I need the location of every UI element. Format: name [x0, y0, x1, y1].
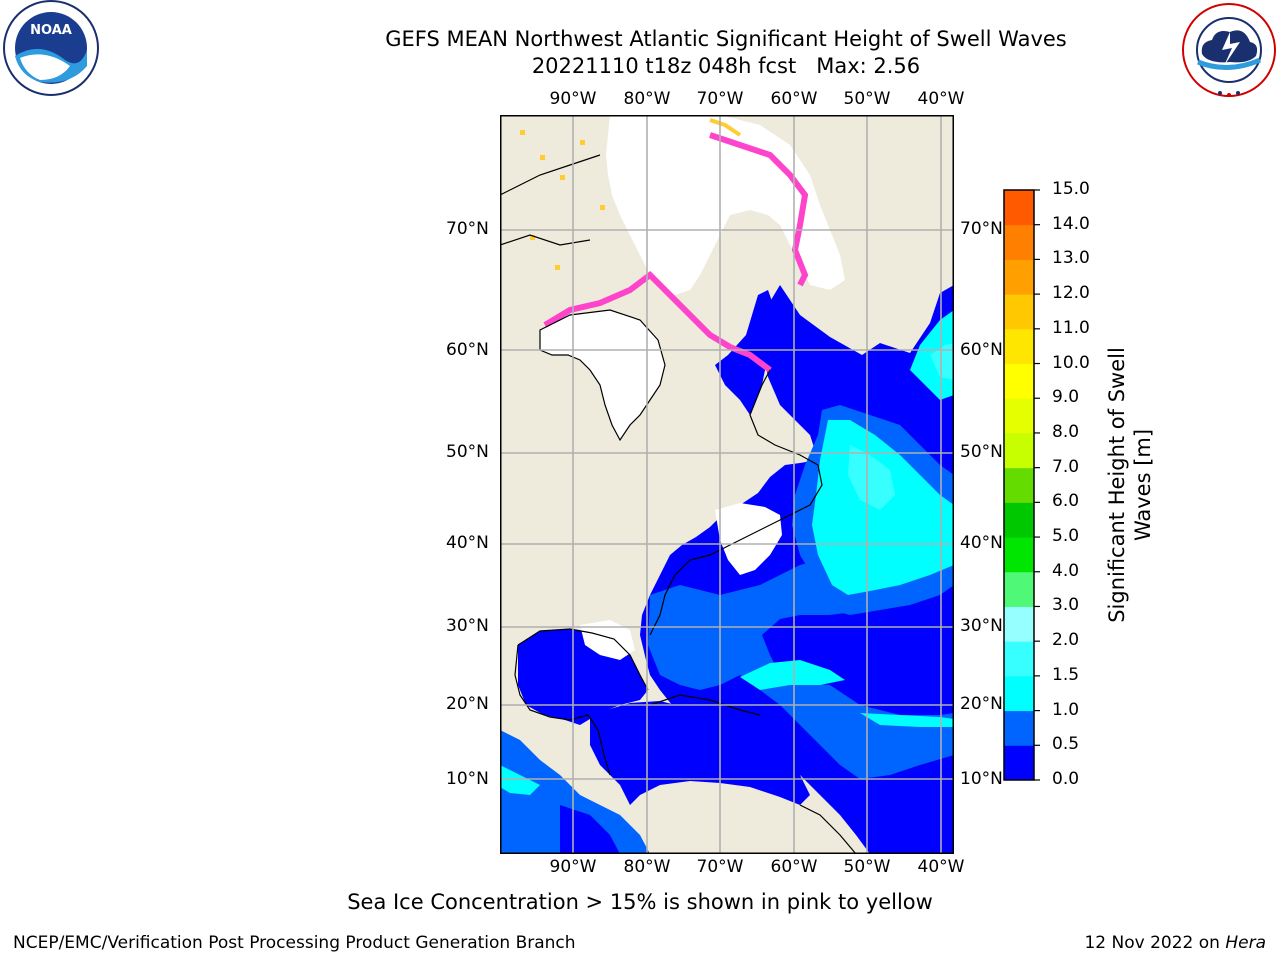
nodata-florida [580, 620, 635, 660]
colorbar-label: Significant Height of Swell Waves [m] [1104, 347, 1156, 623]
lat-label-left-70n: 70°N [446, 219, 489, 239]
lat-label-right-10n: 10°N [960, 769, 1003, 789]
sea-ice-edge-yellow [709, 118, 742, 137]
colorbar-segment [1004, 675, 1034, 712]
colorbar-tick-label: 0.5 [1052, 734, 1080, 755]
lat-label-right-20n: 20°N [960, 694, 1003, 714]
colorbar-tick-label: 8.0 [1052, 421, 1080, 442]
graticule [500, 115, 954, 854]
colorbar-tick-label: 1.5 [1052, 664, 1080, 685]
nodata-lakes [715, 503, 782, 575]
colorbar-segment [1004, 398, 1034, 434]
colorbar-tick-label: 4.0 [1052, 560, 1080, 581]
colorbar-segment [1004, 641, 1034, 677]
colorbar-segment [1004, 224, 1034, 260]
swell-band-pacific [500, 765, 540, 795]
chart-subtitle: 20221110 t18z 048h fcst Max: 2.56 [531, 54, 921, 78]
colorbar-segment [1004, 606, 1034, 642]
map-panel [500, 115, 954, 854]
colorbar-segment [1004, 294, 1034, 330]
lon-label-bottom-50w: 50°W [843, 857, 891, 877]
colorbar-label-line2: Waves [m] [1131, 428, 1155, 542]
colorbar-segment [1004, 363, 1034, 399]
lat-label-left-10n: 10°N [446, 769, 489, 789]
lat-label-right-50n: 50°N [960, 442, 1003, 462]
sea-ice-edge-baffin [709, 132, 809, 287]
credit-branch: NCEP/EMC/Verification Post Processing Pr… [13, 933, 576, 953]
lon-label-bottom-40w: 40°W [917, 857, 965, 877]
colorbar-segment [1004, 467, 1034, 503]
lat-label-right-60n: 60°N [960, 340, 1003, 360]
chart-title: GEFS MEAN Northwest Atlantic Significant… [385, 27, 1067, 51]
lon-label-top-90w: 90°W [549, 89, 597, 109]
colorbar-tick-label: 15.0 [1052, 179, 1090, 199]
colorbar-tick-label: 0.0 [1052, 769, 1080, 789]
sea-ice-arctic-dots [520, 130, 605, 270]
colorbar-tick-label: 6.0 [1052, 491, 1080, 512]
map-frame [500, 115, 954, 854]
lon-label-bottom-80w: 80°W [623, 857, 671, 877]
colorbar-tick-label: 1.0 [1052, 699, 1080, 720]
colorbar-tick-label: 5.0 [1052, 526, 1080, 547]
nws-logo [1182, 3, 1276, 97]
colorbar-segment [1004, 190, 1034, 226]
lon-label-top-70w: 70°W [696, 89, 744, 109]
lat-label-left-40n: 40°N [446, 533, 489, 553]
lon-label-top-40w: 40°W [917, 89, 965, 109]
lat-label-left-30n: 30°N [446, 616, 489, 636]
colorbar-tick-label: 12.0 [1052, 283, 1090, 304]
lat-label-left-50n: 50°N [446, 442, 489, 462]
swell-band-subtropical-2 [860, 713, 954, 727]
colorbar-tick-label: 10.0 [1052, 352, 1090, 373]
swell-band-north-peak [848, 445, 895, 510]
credit-date: 12 Nov 2022 on Hera [1084, 933, 1266, 953]
noaa-logo: NOAA [3, 0, 99, 96]
swell-band-subtropical [740, 660, 845, 690]
lat-label-left-60n: 60°N [446, 340, 489, 360]
lat-label-right-30n: 30°N [960, 616, 1003, 636]
credit-date-text: 12 Nov 2022 on [1084, 933, 1220, 953]
colorbar-segment [1004, 537, 1034, 573]
colorbar-segment [1004, 745, 1034, 781]
colorbar-segment [1004, 432, 1034, 469]
lon-label-top-60w: 60°W [770, 89, 818, 109]
swell-band-north-inner [812, 420, 954, 595]
colorbar-tick-label: 2.0 [1052, 630, 1080, 651]
colorbar-tick-label: 9.0 [1052, 387, 1080, 408]
ocean-pacific [500, 730, 650, 854]
colorbar-tick-label: 3.0 [1052, 595, 1080, 616]
lon-label-bottom-70w: 70°W [696, 857, 744, 877]
colorbar-segment [1004, 571, 1034, 607]
colorbar-frame [1003, 189, 1035, 781]
credit-host: Hera [1225, 933, 1266, 953]
lon-label-bottom-60w: 60°W [770, 857, 818, 877]
colorbar-tick-label: 11.0 [1052, 317, 1090, 338]
lon-label-top-50w: 50°W [843, 89, 891, 109]
colorbar-segment [1004, 502, 1034, 538]
ocean-pacific-inner [560, 805, 620, 854]
colorbar-tick-label: 14.0 [1052, 213, 1090, 234]
sea-ice-note: Sea Ice Concentration > 15% is shown in … [347, 890, 933, 914]
colorbar-segment [1004, 328, 1034, 365]
lon-label-top-80w: 80°W [623, 89, 671, 109]
nodata-hudson-bay [540, 310, 665, 440]
colorbar-segment [1004, 710, 1034, 746]
colorbar-tick-label: 13.0 [1052, 248, 1090, 269]
lat-label-right-40n: 40°N [960, 533, 1003, 553]
colorbar-tick-label: 7.0 [1052, 456, 1080, 477]
colorbar-segment [1004, 259, 1034, 295]
swell-band-greenland-peak [930, 343, 954, 380]
lat-label-right-70n: 70°N [960, 219, 1003, 239]
lon-label-bottom-90w: 90°W [549, 857, 597, 877]
svg-text:NOAA: NOAA [30, 23, 72, 38]
nodata-arctic [606, 115, 845, 295]
lat-label-left-20n: 20°N [446, 694, 489, 714]
coastlines [500, 154, 857, 854]
colorbar [1003, 189, 1040, 781]
colorbar-label-line1: Significant Height of Swell [1105, 347, 1129, 623]
